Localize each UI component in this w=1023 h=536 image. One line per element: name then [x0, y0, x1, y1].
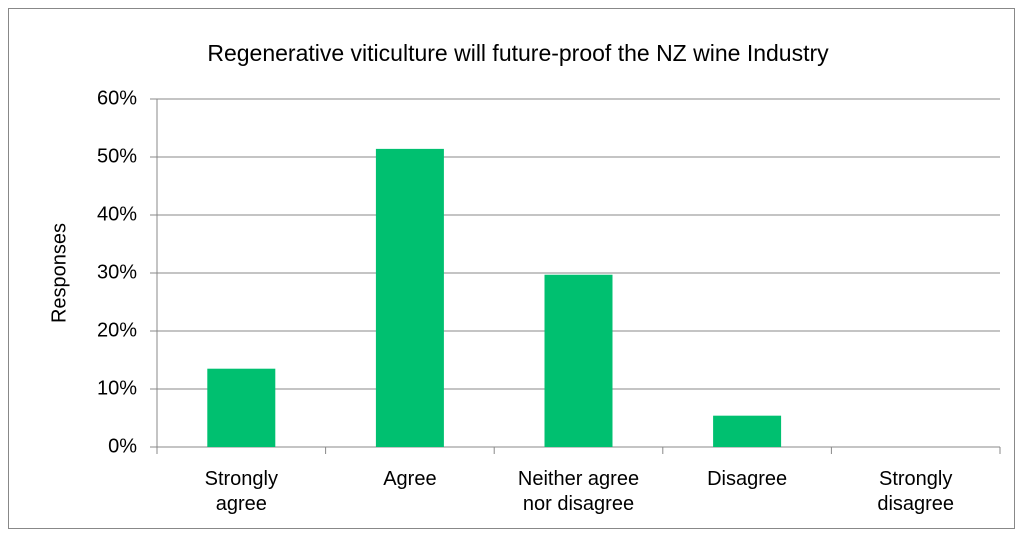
x-tick-label: Agree: [383, 468, 437, 490]
y-tick-label: 20%: [97, 319, 137, 341]
y-tick-label: 50%: [97, 145, 137, 167]
x-tick-label: Disagree: [707, 468, 788, 490]
x-tick-label: Strongly disagree: [877, 468, 955, 515]
y-tick-label: 60%: [97, 87, 137, 109]
y-tick-label: 30%: [97, 261, 137, 283]
bar: [207, 368, 276, 447]
x-tick-label: Neither agree nor disagree: [517, 468, 640, 515]
bar: [713, 415, 782, 447]
y-tick-label: 10%: [97, 377, 137, 399]
bar: [375, 148, 444, 447]
x-tick-label: Strongly agree: [204, 468, 278, 515]
y-axis-label: Responses: [48, 223, 70, 323]
y-tick-label: 40%: [97, 203, 137, 225]
y-tick-label: 0%: [108, 435, 137, 457]
chart-frame: [8, 8, 1015, 529]
chart-title: Regenerative viticulture will future-pro…: [207, 40, 829, 66]
bar: [544, 274, 613, 447]
